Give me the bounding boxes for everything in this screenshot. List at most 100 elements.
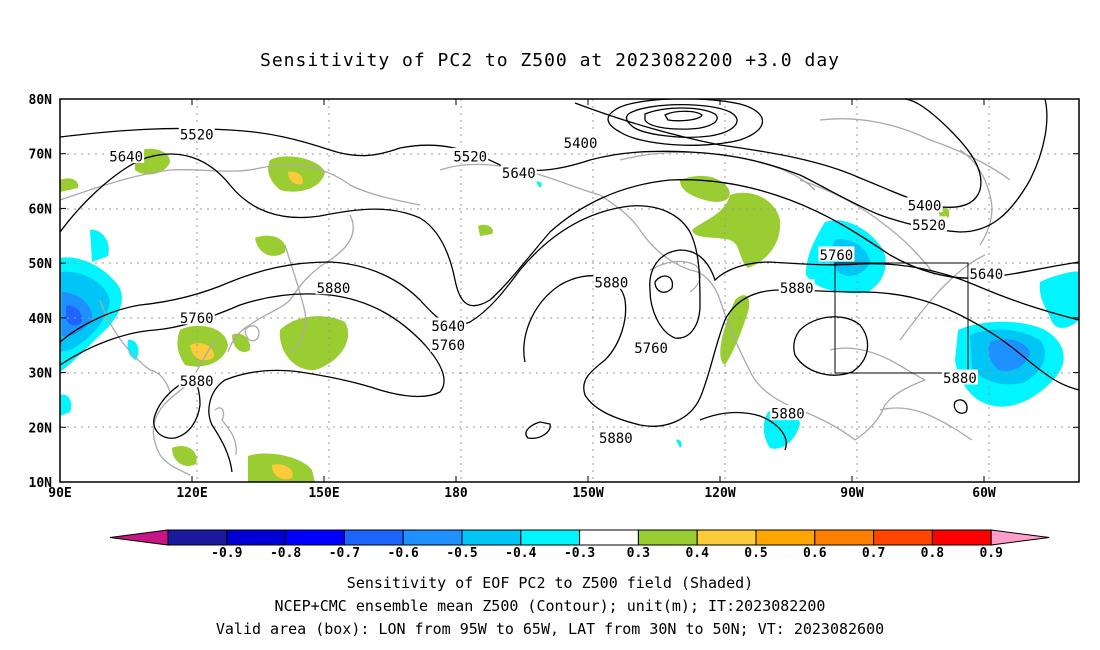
contour-label: 5880 xyxy=(595,275,629,291)
colorbar-right-arrow xyxy=(990,529,1050,546)
contour-label: 5760 xyxy=(634,341,668,357)
contour-label-bg xyxy=(562,134,599,150)
colorbar-swatch xyxy=(285,529,345,546)
contour-5400 xyxy=(574,99,982,208)
coastline xyxy=(799,179,936,276)
colorbar-swatch xyxy=(461,529,522,546)
pos-shade xyxy=(190,343,215,361)
colorbar-swatch xyxy=(579,529,639,546)
colorbar-swatch xyxy=(167,529,228,546)
neg-shade xyxy=(536,181,542,188)
contour-label: 5880 xyxy=(943,371,977,387)
neg-shade xyxy=(66,305,83,326)
contour-label: 5640 xyxy=(109,149,143,165)
colorbar-swatch xyxy=(520,529,581,546)
contour-label: 5520 xyxy=(912,218,946,234)
contour-label: 5880 xyxy=(771,407,805,423)
lon-tick-label: 120E xyxy=(176,486,207,501)
contour-label-bg xyxy=(769,405,806,421)
colorbar-label: 0.7 xyxy=(862,546,885,561)
colorbar-label: -0.3 xyxy=(564,546,595,561)
lat-tick-label: 60N xyxy=(29,202,53,217)
contour-labels: 5520 5640 5520 5400 5640 5400 5520 5760 5640 5880… xyxy=(108,126,1005,447)
axis-ticks xyxy=(59,98,1079,483)
lon-tick-label: 120W xyxy=(704,486,735,501)
coastline xyxy=(99,299,171,393)
lon-tick-label: 180 xyxy=(444,486,468,501)
contour-label: 5400 xyxy=(564,136,598,152)
contour-label: 5520 xyxy=(180,128,214,144)
colorbar-label: -0.7 xyxy=(329,546,360,561)
caption-valid-area: Valid area (box): LON from 95W to 65W, L… xyxy=(215,620,885,638)
neg-shade xyxy=(60,394,72,416)
lon-tick-label: 150W xyxy=(572,486,603,501)
contour-5760 xyxy=(60,205,1079,343)
pos-shade xyxy=(279,316,349,371)
pos-shade xyxy=(255,235,286,256)
contour-5520 xyxy=(60,99,1048,233)
coastline xyxy=(819,118,1011,181)
contour-low xyxy=(644,107,718,130)
caption-contour: NCEP+CMC ensemble mean Z500 (Contour); u… xyxy=(274,597,826,615)
pos-shade xyxy=(60,178,79,192)
contour-label: 5520 xyxy=(453,149,487,165)
colorbar-label: -0.4 xyxy=(505,546,536,561)
lon-tick-label: 60W xyxy=(972,486,996,501)
colorbar-swatch xyxy=(755,529,816,546)
valid-area-box xyxy=(834,262,969,374)
lat-axis: 80N 70N 60N 50N 40N 30N 20N 10N xyxy=(29,93,53,491)
lat-tick-label: 30N xyxy=(29,367,53,382)
lat-tick-label: 50N xyxy=(29,257,53,272)
lon-axis: 90E 120E 150E 180 150W 120W 90W 60W xyxy=(48,486,996,501)
coastline xyxy=(227,214,354,353)
lon-tick-label: 90E xyxy=(48,486,71,501)
contour-5880 xyxy=(953,399,968,414)
coastline xyxy=(719,299,856,441)
neg-shade xyxy=(1039,271,1079,328)
colorbar-label: 0.6 xyxy=(803,546,827,561)
colorbar-swatch xyxy=(402,529,463,546)
colorbar-swatch xyxy=(873,529,933,546)
contour-label-bg xyxy=(500,164,537,180)
coastline xyxy=(60,164,421,206)
colorbar-swatch xyxy=(931,529,992,546)
contour-5880 xyxy=(654,275,674,293)
colorbar-swatch xyxy=(696,529,757,546)
lon-tick-label: 150E xyxy=(308,486,339,501)
colorbar-label: 0.5 xyxy=(744,546,767,561)
contour-5880 xyxy=(523,275,1079,427)
lat-tick-label: 70N xyxy=(29,148,53,163)
pos-shade xyxy=(720,295,750,365)
coastline-layer xyxy=(60,118,1011,476)
contour-label-bg xyxy=(430,317,467,333)
contour-label-bg xyxy=(633,339,670,355)
contour-label: 5760 xyxy=(180,311,214,327)
colorbar-swatch xyxy=(226,529,287,546)
coastline xyxy=(599,194,721,301)
contour-low xyxy=(625,104,738,138)
pos-shade xyxy=(232,333,251,353)
contour-5880 xyxy=(153,377,201,439)
colorbar-label: 0.8 xyxy=(921,546,945,561)
coastline xyxy=(649,260,702,293)
contour-layer xyxy=(60,99,1079,473)
contour-label: 5640 xyxy=(431,319,465,335)
colorbar-label: 0.4 xyxy=(685,546,709,561)
contour-label: 5400 xyxy=(908,199,942,215)
contour-label-bg xyxy=(315,279,352,295)
contour-label-bg xyxy=(108,147,145,163)
colorbar-label: 0.3 xyxy=(627,546,650,561)
lat-tick-label: 40N xyxy=(29,312,53,327)
neg-shade xyxy=(90,229,109,262)
coastline xyxy=(244,325,260,342)
contour-label: 5880 xyxy=(599,431,633,447)
contour-label-bg xyxy=(452,147,489,163)
contour-5880 xyxy=(60,293,445,473)
neg-shade xyxy=(988,339,1030,372)
lat-tick-label: 10N xyxy=(29,476,53,491)
colorbar-label: -0.5 xyxy=(446,546,477,561)
plot-frame xyxy=(59,98,1080,483)
contour-label-bg xyxy=(911,216,948,232)
contour-5880 xyxy=(793,316,869,376)
